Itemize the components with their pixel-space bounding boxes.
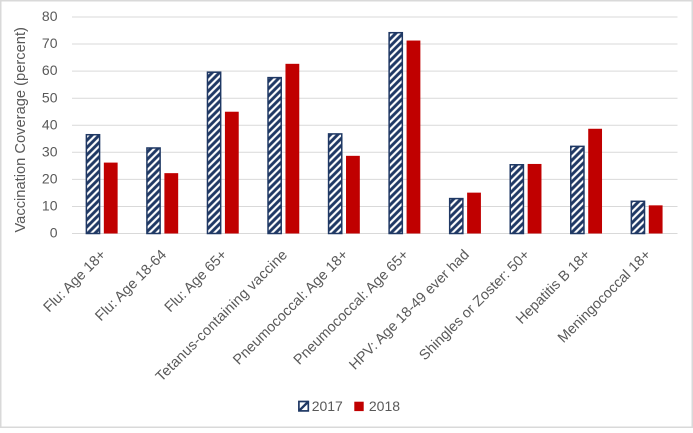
- svg-text:2017: 2017: [312, 398, 343, 414]
- svg-text:60: 60: [42, 62, 58, 78]
- svg-text:50: 50: [42, 89, 58, 105]
- svg-text:40: 40: [42, 116, 58, 132]
- svg-text:20: 20: [42, 170, 58, 186]
- svg-text:80: 80: [42, 8, 58, 24]
- svg-text:30: 30: [42, 143, 58, 159]
- svg-text:2018: 2018: [369, 398, 400, 414]
- svg-text:Vaccination Coverage (percent): Vaccination Coverage (percent): [13, 27, 29, 232]
- svg-text:10: 10: [42, 198, 58, 214]
- svg-text:70: 70: [42, 35, 58, 51]
- svg-text:0: 0: [50, 225, 58, 241]
